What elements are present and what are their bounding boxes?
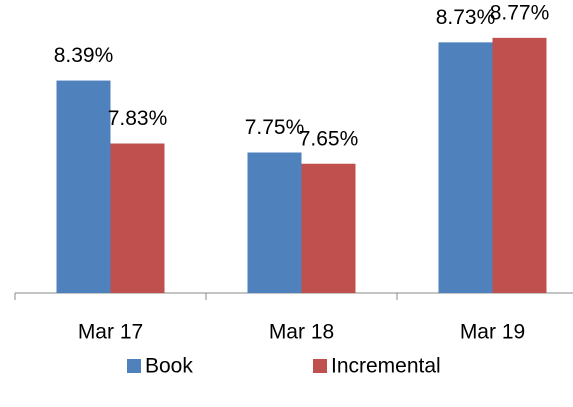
data-label: 8.39% xyxy=(54,44,114,67)
data-label: 8.77% xyxy=(490,1,550,24)
bar xyxy=(301,163,356,293)
data-label: 7.65% xyxy=(299,127,359,150)
bar xyxy=(247,152,302,293)
bar xyxy=(110,143,165,293)
x-tick-label: Mar 18 xyxy=(269,321,334,344)
legend-label: Incremental xyxy=(331,355,441,378)
x-tick-label: Mar 19 xyxy=(460,321,525,344)
legend-label: Book xyxy=(145,355,193,378)
data-label: 7.83% xyxy=(108,107,168,130)
x-tick-label: Mar 17 xyxy=(78,321,143,344)
category-separators xyxy=(14,293,398,300)
legend-swatch xyxy=(313,359,327,373)
data-label: 8.73% xyxy=(436,6,496,29)
bar xyxy=(492,37,547,293)
legend-swatch xyxy=(127,359,141,373)
bar xyxy=(438,42,493,294)
bar xyxy=(56,80,111,294)
data-label: 7.75% xyxy=(245,116,305,139)
